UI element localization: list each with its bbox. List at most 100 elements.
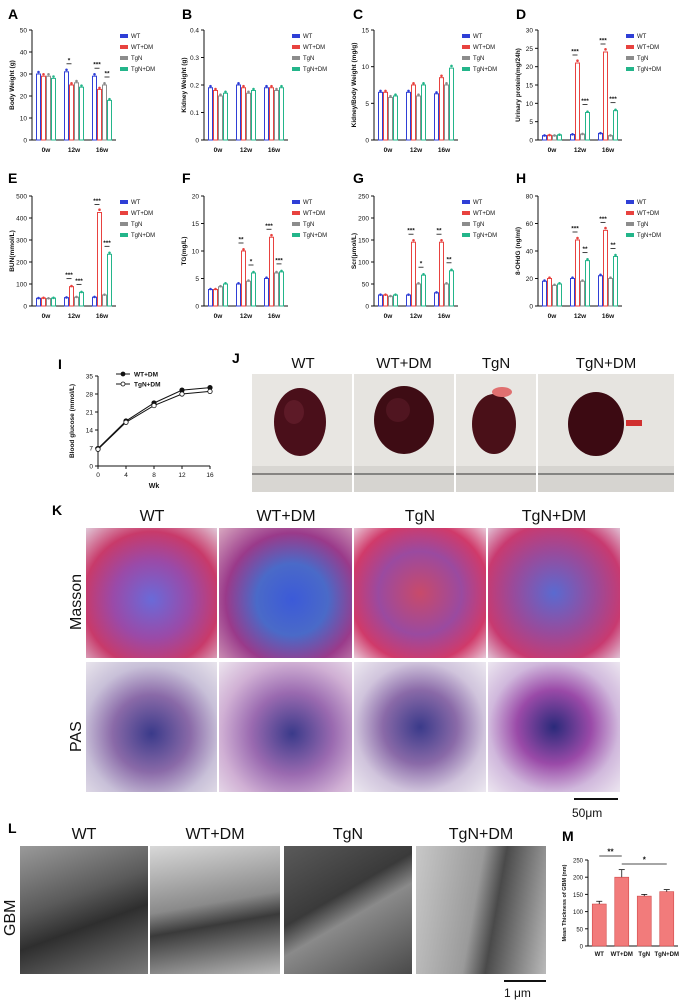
e-legend-swatch-1 <box>120 211 128 215</box>
g-bar-tgn-16w <box>444 283 449 307</box>
e-ytick-label-4: 400 <box>16 216 27 223</box>
a-legend-label-2: TgN <box>131 56 142 62</box>
h-point-wt-12w <box>571 276 574 279</box>
c-ylabel: Kidney/Body Weight (mg/g) <box>351 43 358 128</box>
c-legend-swatch-3 <box>462 67 470 71</box>
d-ytick-label-2: 10 <box>526 101 534 108</box>
h-point-wt-dm-16w <box>604 226 607 230</box>
chart-c: 0 5 10 15 Kidney/Body Weight (mg/g) 0w 12w 16w W… <box>350 18 518 168</box>
f-bar-wt-dm-16w <box>269 236 274 307</box>
e-ylabel: BUN(mmol/L) <box>9 230 16 272</box>
a-xtick-label-1: 12w <box>68 147 81 154</box>
h-legend-swatch-1 <box>626 211 634 215</box>
f-legend-swatch-0 <box>292 200 300 204</box>
m-bar-tgn-dm <box>659 891 675 947</box>
k-scale-bar <box>574 798 618 800</box>
f-point-tgn-dm-0w <box>224 282 227 285</box>
chart-m-svg: 0 50 100 150 200 250 Mean Thickness of GBM (nm… <box>562 848 680 959</box>
c-legend-label-1: WT+DM <box>473 45 495 51</box>
kidney-photo-tgn <box>456 374 536 492</box>
g-legend-swatch-0 <box>462 200 470 204</box>
m-ylabel: Mean Thickness of GBM (nm) <box>562 864 568 941</box>
b-ylabel: Kidney Weight (g) <box>181 57 188 112</box>
g-ytick-label-4: 200 <box>358 216 369 223</box>
a-point-tgn-dm-0w <box>52 75 55 78</box>
g-sig-label-1: * <box>420 261 423 268</box>
a-sig-label-0: * <box>68 57 71 64</box>
e-ytick-label-5: 500 <box>16 194 27 201</box>
i-point-tgn-dm-16 <box>207 388 213 395</box>
a-bar-tgn-dm-16w <box>107 99 112 141</box>
c-legend-swatch-1 <box>462 45 470 49</box>
e-point-tgn-12w <box>75 295 78 299</box>
h-ytick-label-0: 0 <box>529 304 533 311</box>
i-ytick-label-2: 14 <box>86 428 94 435</box>
g-bar-wt-12w <box>406 294 411 307</box>
panel-letter-h: H <box>516 170 527 186</box>
g-ytick-label-3: 150 <box>358 238 369 245</box>
i-xtick-label-3: 12 <box>178 472 186 479</box>
h-bar-tgn-12w <box>580 280 585 307</box>
kidney-photo-tgn-dm <box>538 374 674 492</box>
d-ytick-label-5: 25 <box>526 46 534 53</box>
g-ytick-label-2: 100 <box>358 260 369 267</box>
b-ytick-label-3: 0.3 <box>190 55 199 62</box>
chart-a: 0 10 20 30 40 50 Body Weight (g) 0w 12w 16w * *** **… <box>8 18 176 168</box>
b-bar-tgn-12w <box>246 92 251 141</box>
a-point-wt-dm-12w <box>70 82 73 85</box>
b-bar-wt-0w <box>208 87 213 141</box>
em-tgn-image <box>284 846 412 974</box>
c-point-wt-dm-12w <box>412 82 415 85</box>
c-bar-wt-0w <box>378 91 383 141</box>
b-point-tgn-dm-12w <box>252 87 255 91</box>
d-point-tgn-16w <box>609 134 612 137</box>
a-xtick-label-0: 0w <box>42 147 52 154</box>
g-bar-tgn-12w <box>416 283 421 307</box>
chart-g: 0 50 100 150 200 250 Scr(μmol/L) 0w 12w 16w *** * **… <box>350 184 518 334</box>
e-bar-wt-dm-12w <box>69 286 74 307</box>
g-ytick-label-5: 250 <box>358 194 369 201</box>
d-legend-swatch-1 <box>626 45 634 49</box>
c-point-wt-0w <box>379 89 382 93</box>
f-point-tgn-dm-16w <box>280 269 283 273</box>
g-sig-label-0: *** <box>407 228 415 235</box>
e-legend-label-3: TgN+DM <box>131 233 155 239</box>
a-bar-tgn-12w <box>74 82 79 141</box>
a-bar-tgn-dm-12w <box>79 86 84 141</box>
a-legend-label-0: WT <box>131 34 141 40</box>
m-xtick-label-3: TgN+DM <box>655 952 680 958</box>
chart-i-svg: 0 7 14 21 28 35 0 4 8 12 16 Wk Blood glucose (mmol/L… <box>69 372 214 491</box>
a-legend-label-1: WT+DM <box>131 45 153 51</box>
b-point-tgn-16w <box>275 87 278 91</box>
b-xtick-label-1: 12w <box>240 147 253 154</box>
g-point-wt-dm-16w <box>440 238 443 242</box>
b-bar-wt-dm-12w <box>241 87 246 141</box>
e-xtick-label-0: 0w <box>42 313 52 320</box>
f-point-wt-dm-12w <box>242 248 245 251</box>
h-point-wt-0w <box>543 279 546 282</box>
e-point-tgn-16w <box>103 293 106 296</box>
h-point-tgn-16w <box>609 276 612 279</box>
c-ytick-label-3: 15 <box>362 28 370 35</box>
b-point-tgn-12w <box>247 90 250 94</box>
h-point-wt-dm-12w <box>576 236 579 240</box>
g-ytick-label-1: 50 <box>362 282 370 289</box>
i-ytick-label-4: 28 <box>86 392 94 399</box>
g-point-wt-16w <box>435 291 438 294</box>
em-tgn-dm-image <box>416 846 546 974</box>
d-point-tgn-dm-16w <box>614 108 617 112</box>
f-bar-wt-dm-12w <box>241 250 246 307</box>
g-point-tgn-dm-12w <box>422 272 425 276</box>
b-bar-wt-dm-16w <box>269 87 274 141</box>
e-bar-tgn-dm-16w <box>107 253 112 307</box>
chart-c-svg: 0 5 10 15 Kidney/Body Weight (mg/g) 0w 12w 16w W… <box>351 28 497 155</box>
d-legend-swatch-2 <box>626 56 634 60</box>
l-label-tgn: TgN <box>332 826 364 843</box>
b-legend-label-3: TgN+DM <box>303 67 327 73</box>
f-sig-label-2: *** <box>265 223 273 230</box>
e-sig-label-0: *** <box>65 272 73 279</box>
i-legend-label-0: WT+DM <box>134 372 158 379</box>
h-bar-wt-16w <box>598 275 603 307</box>
chart-d-svg: 0 5 10 15 20 25 30 Urinary protein(mg/24h) 0w 12w… <box>515 28 661 155</box>
d-point-wt-dm-12w <box>576 59 579 62</box>
